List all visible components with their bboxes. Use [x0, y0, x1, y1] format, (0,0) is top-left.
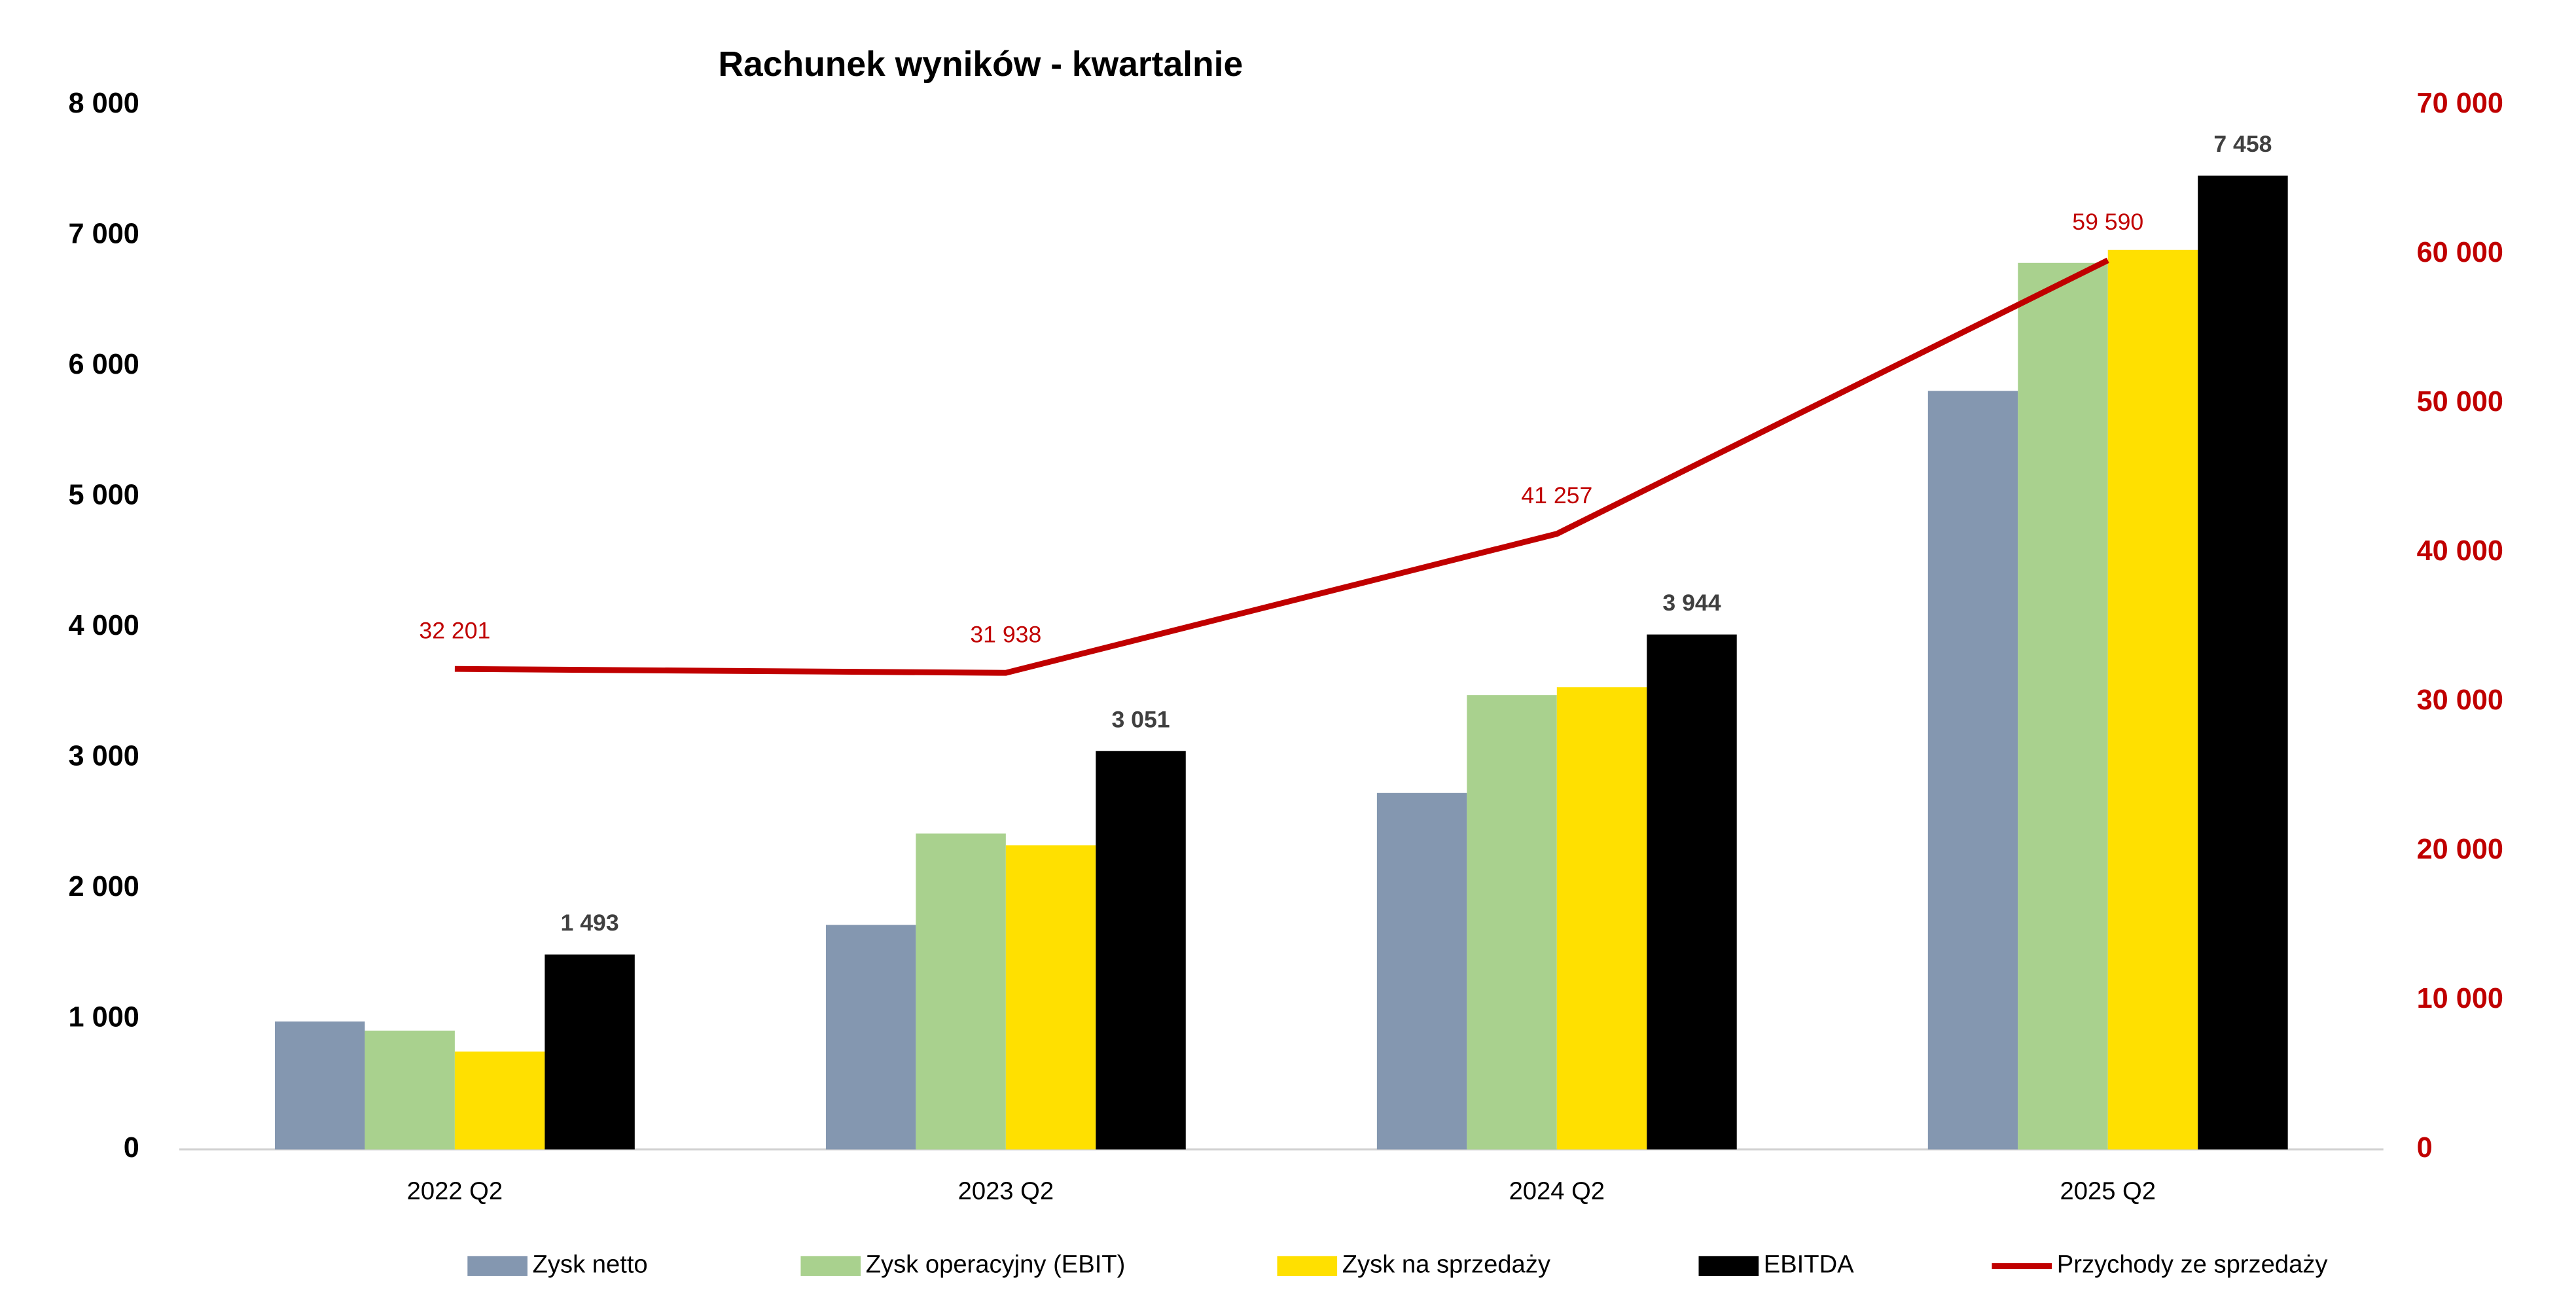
bar	[1647, 634, 1737, 1150]
y-tick-label: 5 000	[69, 479, 139, 510]
bar	[1927, 391, 2018, 1150]
data-label: 7 458	[2213, 131, 2272, 157]
legend-swatch	[1698, 1256, 1759, 1276]
legend-label: Zysk na sprzedaży	[1342, 1251, 1551, 1279]
data-label: 1 493	[561, 910, 619, 936]
y2-tick-label: 60 000	[2417, 237, 2503, 268]
y-tick-label: 1 000	[69, 1001, 139, 1033]
y2-tick-label: 40 000	[2417, 535, 2503, 567]
bar	[2107, 249, 2198, 1150]
bar	[2018, 262, 2108, 1150]
data-label: 31 938	[970, 622, 1041, 648]
x-tick-label: 2024 Q2	[1509, 1177, 1605, 1205]
data-label: 3 944	[1662, 590, 1721, 616]
y2-tick-label: 70 000	[2417, 88, 2503, 119]
legend-label: Zysk operacyjny (EBIT)	[866, 1251, 1126, 1279]
data-label: 41 257	[1521, 482, 1592, 508]
x-tick-label: 2023 Q2	[958, 1177, 1054, 1205]
y-tick-label: 8 000	[69, 88, 139, 119]
bar	[1005, 845, 1096, 1150]
y-tick-label: 2 000	[69, 871, 139, 902]
legend-label: EBITDA	[1764, 1251, 1854, 1279]
bar	[365, 1030, 455, 1150]
y2-tick-label: 30 000	[2417, 685, 2503, 716]
y2-tick-label: 0	[2417, 1132, 2433, 1164]
y2-tick-label: 20 000	[2417, 834, 2503, 865]
bar	[1467, 695, 1557, 1150]
y-tick-label: 0	[124, 1132, 139, 1164]
legend-swatch	[800, 1256, 861, 1276]
bar	[2198, 175, 2288, 1150]
x-tick-label: 2025 Q2	[2060, 1177, 2156, 1205]
y-tick-label: 6 000	[69, 349, 139, 380]
data-label: 3 051	[1111, 706, 1170, 732]
line	[454, 257, 2109, 676]
bar	[1096, 751, 1186, 1150]
bar	[545, 954, 635, 1150]
data-label: 32 201	[419, 618, 490, 644]
y2-tick-label: 50 000	[2417, 386, 2503, 418]
bar	[454, 1051, 545, 1150]
y-tick-label: 3 000	[69, 740, 139, 772]
bar	[274, 1021, 365, 1150]
data-label: 59 590	[2072, 209, 2143, 235]
bar	[1376, 792, 1467, 1150]
bar	[825, 925, 916, 1150]
legend-swatch	[467, 1256, 528, 1276]
chart-title: Rachunek wyników - kwartalnie	[718, 45, 1243, 84]
y2-tick-label: 10 000	[2417, 983, 2503, 1014]
legend-swatch	[1277, 1256, 1338, 1276]
bar	[916, 833, 1006, 1150]
y-tick-label: 4 000	[69, 610, 139, 641]
legend-label: Zysk netto	[533, 1251, 648, 1279]
x-tick-label: 2022 Q2	[407, 1177, 503, 1205]
bar	[1556, 687, 1647, 1150]
y-tick-label: 7 000	[69, 218, 139, 249]
legend-label: Przychody ze sprzedaży	[2057, 1251, 2329, 1279]
